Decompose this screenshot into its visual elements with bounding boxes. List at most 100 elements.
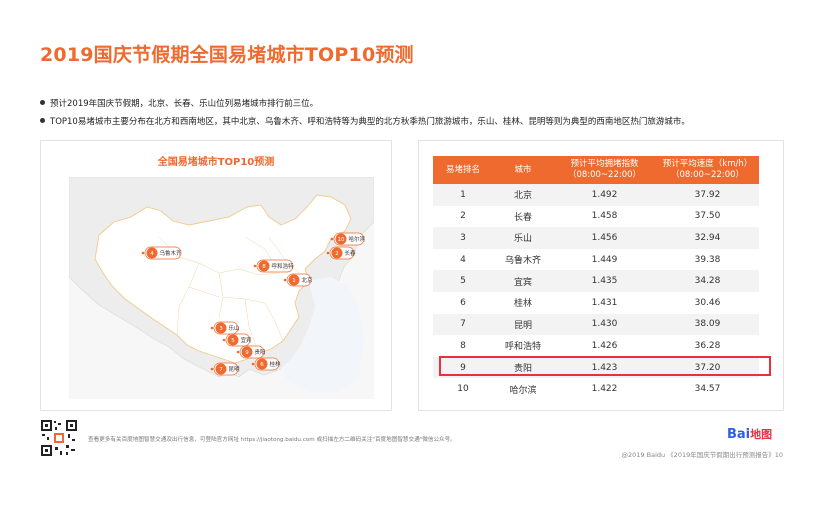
map-pin-dot-icon (227, 334, 239, 346)
cell-rank: 5 (433, 270, 493, 292)
table-row: 2 长春 1.458 37.50 (433, 205, 759, 228)
map-pin-city: 北京 (302, 276, 314, 284)
table-row: 7 昆明 1.430 38.09 (433, 313, 759, 336)
table-row: 6 桂林 1.431 30.46 (433, 291, 759, 314)
map-pin-4: 4 乌鲁木齐 (141, 246, 183, 260)
map-pin-dot-icon (256, 358, 268, 370)
map-pin-2: 2 长春 (326, 246, 356, 260)
cell-rank: 6 (433, 291, 493, 314)
map-pins: 1 北京 2 长春 3 乐山 4 乌鲁木齐 5 宜宾 6 桂林 7 昆明 8 呼和浩特 9 贵阳 10 哈尔滨 (141, 232, 366, 376)
map-pin-rank: 10 (338, 237, 345, 243)
map-pin-marker-icon (326, 251, 330, 255)
cell-rank: 7 (433, 313, 493, 336)
city-ranking-table: 易堵排名 城市 预计平均拥堵指数 （08:00~22:00） 预计平均速度（km… (433, 156, 759, 400)
cell-city: 北京 (493, 184, 553, 206)
cell-speed: 32.94 (656, 227, 759, 249)
cell-city: 呼和浩特 (493, 335, 553, 357)
cell-index: 1.492 (553, 184, 656, 206)
map-province-borders (158, 236, 300, 354)
map-pin-dot-icon (288, 274, 300, 286)
cell-rank: 9 (433, 356, 493, 379)
cell-index: 1.456 (553, 227, 656, 249)
table-row: 9 贵阳 1.423 37.20 (433, 356, 759, 379)
map-pin-marker-icon (210, 326, 214, 330)
bullet-item: 预计2019年国庆节假期，北京、长春、乐山位列易堵城市排行前三位。 (40, 95, 690, 113)
table-row: 10 哈尔滨 1.422 34.57 (433, 378, 759, 400)
table-row: 8 呼和浩特 1.426 36.28 (433, 335, 759, 357)
map-pin-rank: 9 (245, 350, 249, 356)
cell-index: 1.423 (553, 356, 656, 379)
map-pin-marker-icon (330, 237, 334, 241)
map-pin-9: 9 贵阳 (236, 345, 266, 359)
map-pin-6: 6 桂林 (251, 357, 282, 371)
page-reference: @2019 Baidu 《2019年国庆节假期出行预测报告》10 (621, 451, 783, 459)
bullet-dot-icon (40, 100, 45, 105)
map-pin-rank: 1 (292, 278, 296, 284)
map-pin-city: 贵阳 (255, 348, 266, 356)
table-row: 4 乌鲁木齐 1.449 39.38 (433, 248, 759, 271)
cell-city: 乐山 (493, 227, 553, 249)
map-pin-marker-icon (253, 264, 257, 268)
cell-index: 1.435 (553, 270, 656, 292)
map-pin-city: 宜宾 (241, 336, 253, 344)
baidu-map-logo: Bai地图 (727, 427, 773, 442)
map-panel: 全国易堵城市TOP10预测 1 北京 2 长春 3 乐山 4 乌鲁木齐 5 宜宾 6 桂林 7 昆明 8 呼和… (40, 140, 392, 411)
map-pin-dot-icon (258, 260, 270, 272)
cell-speed: 34.57 (656, 378, 759, 400)
map-pin-dot-icon (146, 247, 158, 259)
table-row: 5 宜宾 1.435 34.28 (433, 270, 759, 292)
cell-city: 桂林 (493, 291, 553, 314)
cell-city: 乌鲁木齐 (493, 248, 553, 271)
footer-note: 查看更多有关百度地图智慧交通及出行信息，可登陆官方网址 https://jiao… (88, 437, 456, 443)
table-row: 3 乐山 1.456 32.94 (433, 227, 759, 249)
map-pin-rank: 3 (219, 326, 223, 332)
cell-city: 昆明 (493, 313, 553, 336)
map-pin-marker-icon (222, 338, 226, 342)
table-header-row: 易堵排名 城市 预计平均拥堵指数 （08:00~22:00） 预计平均速度（km… (433, 156, 759, 184)
map-pin-marker-icon (236, 350, 240, 354)
cell-index: 1.431 (553, 291, 656, 314)
map-pin-5: 5 宜宾 (222, 333, 253, 347)
cell-speed: 37.20 (656, 356, 759, 379)
map-pin-dot-icon (215, 322, 227, 334)
map-pin-city: 乌鲁木齐 (160, 249, 183, 257)
cell-index: 1.458 (553, 205, 656, 228)
cell-index: 1.449 (553, 248, 656, 271)
cell-index: 1.422 (553, 378, 656, 400)
map-pin-8: 8 呼和浩特 (253, 259, 295, 273)
cell-city: 长春 (493, 205, 553, 228)
map-pin-10: 10 哈尔滨 (330, 232, 366, 246)
map-pin-3: 3 乐山 (210, 321, 240, 335)
page-title: 2019国庆节假期全国易堵城市TOP10预测 (40, 44, 414, 66)
map-pin-city: 呼和浩特 (272, 262, 295, 270)
cell-speed: 34.28 (656, 270, 759, 292)
china-map: 1 北京 2 长春 3 乐山 4 乌鲁木齐 5 宜宾 6 桂林 7 昆明 8 呼和浩特 9 贵阳 10 哈尔滨 (69, 177, 374, 399)
map-pin-7: 7 昆明 (210, 362, 240, 376)
cell-speed: 37.92 (656, 184, 759, 206)
map-title: 全国易堵城市TOP10预测 (157, 157, 275, 168)
map-pin-dot-icon (241, 346, 253, 358)
header-city: 城市 (493, 156, 553, 184)
cell-rank: 4 (433, 248, 493, 271)
map-pin-dot-icon (331, 247, 343, 259)
cell-rank: 2 (433, 205, 493, 228)
map-pin-city: 哈尔滨 (349, 235, 366, 243)
map-pin-marker-icon (251, 362, 255, 366)
qr-code-icon (40, 419, 78, 457)
cell-city: 贵阳 (493, 356, 553, 379)
map-pin-marker-icon (210, 367, 214, 371)
map-pin-rank: 7 (219, 367, 223, 373)
map-pin-dot-icon (335, 233, 347, 245)
cell-rank: 10 (433, 378, 493, 400)
cell-index: 1.426 (553, 335, 656, 357)
map-sea (281, 277, 364, 392)
cell-rank: 8 (433, 335, 493, 357)
header-rank: 易堵排名 (433, 156, 493, 184)
map-pin-marker-icon (141, 251, 145, 255)
map-pin-city: 桂林 (270, 360, 282, 368)
header-speed: 预计平均速度（km/h） （08:00~22:00） (656, 156, 759, 184)
cell-speed: 39.38 (656, 248, 759, 271)
cell-city: 哈尔滨 (493, 378, 553, 400)
cell-rank: 3 (433, 227, 493, 249)
map-pin-dot-icon (215, 363, 227, 375)
